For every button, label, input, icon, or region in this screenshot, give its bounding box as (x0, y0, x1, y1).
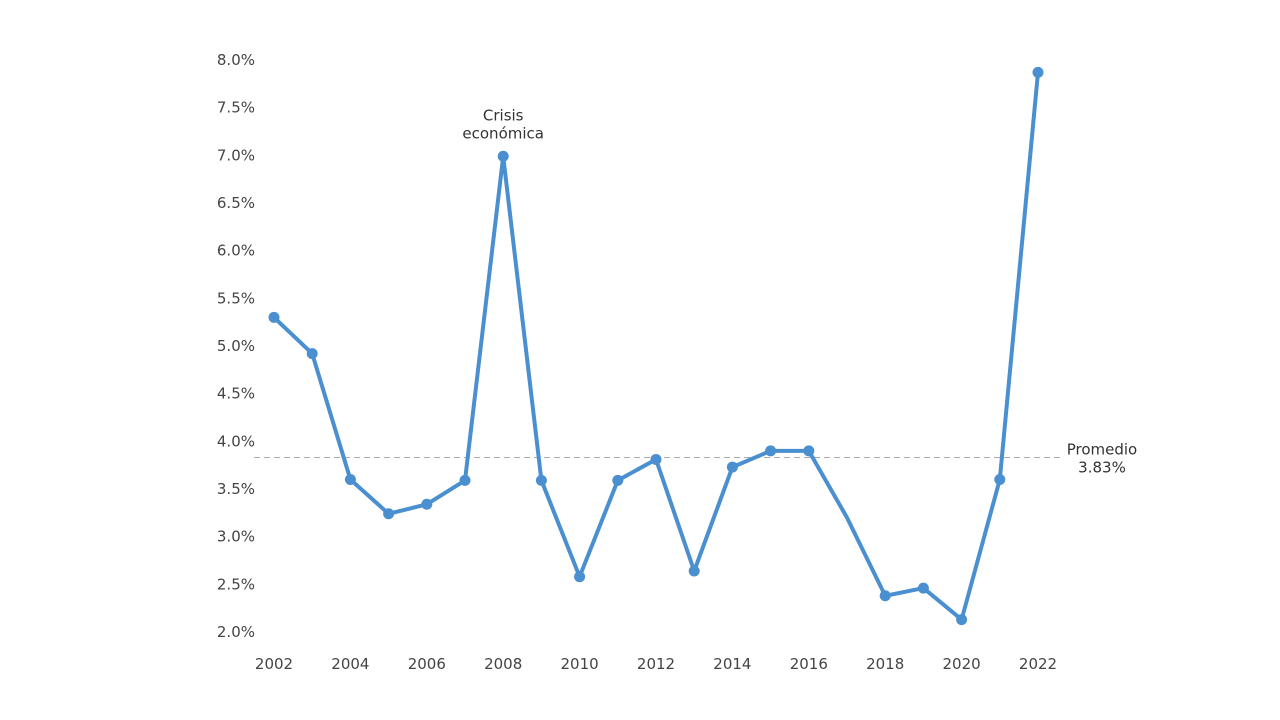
x-tick-label: 2014 (713, 655, 751, 673)
data-point (1032, 66, 1044, 78)
data-point (383, 508, 395, 520)
x-tick-label: 2012 (637, 655, 675, 673)
average-label: Promedio (1067, 441, 1138, 459)
data-point (612, 474, 624, 486)
data-point (726, 461, 738, 473)
average-value-label: 3.83% (1078, 459, 1126, 477)
data-point (459, 474, 471, 486)
x-tick-label: 2020 (943, 655, 981, 673)
x-tick-label: 2010 (561, 655, 599, 673)
data-point (956, 614, 968, 626)
x-tick-label: 2018 (866, 655, 904, 673)
y-tick-label: 6.0% (217, 242, 255, 260)
x-tick-label: 2006 (408, 655, 446, 673)
y-tick-label: 8.0% (217, 51, 255, 69)
data-point (306, 348, 318, 360)
y-tick-label: 5.0% (217, 337, 255, 355)
y-tick-label: 7.0% (217, 146, 255, 164)
data-point (497, 150, 509, 162)
data-point (688, 565, 700, 577)
y-tick-label: 6.5% (217, 194, 255, 212)
x-tick-label: 2002 (255, 655, 293, 673)
annotation-text: Crisis (483, 106, 524, 124)
y-tick-label: 2.5% (217, 575, 255, 593)
x-tick-label: 2022 (1019, 655, 1057, 673)
x-tick-label: 2008 (484, 655, 522, 673)
data-points (268, 66, 1044, 626)
data-point (574, 571, 586, 583)
data-point (917, 582, 929, 594)
data-point (650, 453, 662, 465)
y-tick-label: 7.5% (217, 99, 255, 117)
y-tick-label: 2.0% (217, 623, 255, 641)
data-point (268, 311, 280, 323)
series-line (272, 70, 1040, 622)
annotation-text: económica (462, 124, 544, 142)
x-axis-ticks: 2002 2004 2006 2008 2010 2012 2014 2016 2018 2020… (255, 655, 1057, 673)
y-tick-label: 5.5% (217, 289, 255, 307)
y-axis-ticks: 8.0% 7.5% 7.0% 6.5% 6.0% 5.5% 5.0% 4.5% 4.0% 3.5%… (217, 51, 255, 641)
y-tick-label: 3.5% (217, 480, 255, 498)
data-point (421, 498, 433, 510)
x-tick-label: 2016 (790, 655, 828, 673)
data-point (765, 445, 777, 457)
data-point (879, 590, 891, 602)
data-point (803, 445, 815, 457)
x-tick-label: 2004 (331, 655, 369, 673)
y-tick-label: 4.5% (217, 385, 255, 403)
data-point (994, 473, 1006, 485)
data-point (344, 473, 356, 485)
data-point (535, 474, 547, 486)
y-tick-label: 4.0% (217, 432, 255, 450)
y-tick-label: 3.0% (217, 528, 255, 546)
